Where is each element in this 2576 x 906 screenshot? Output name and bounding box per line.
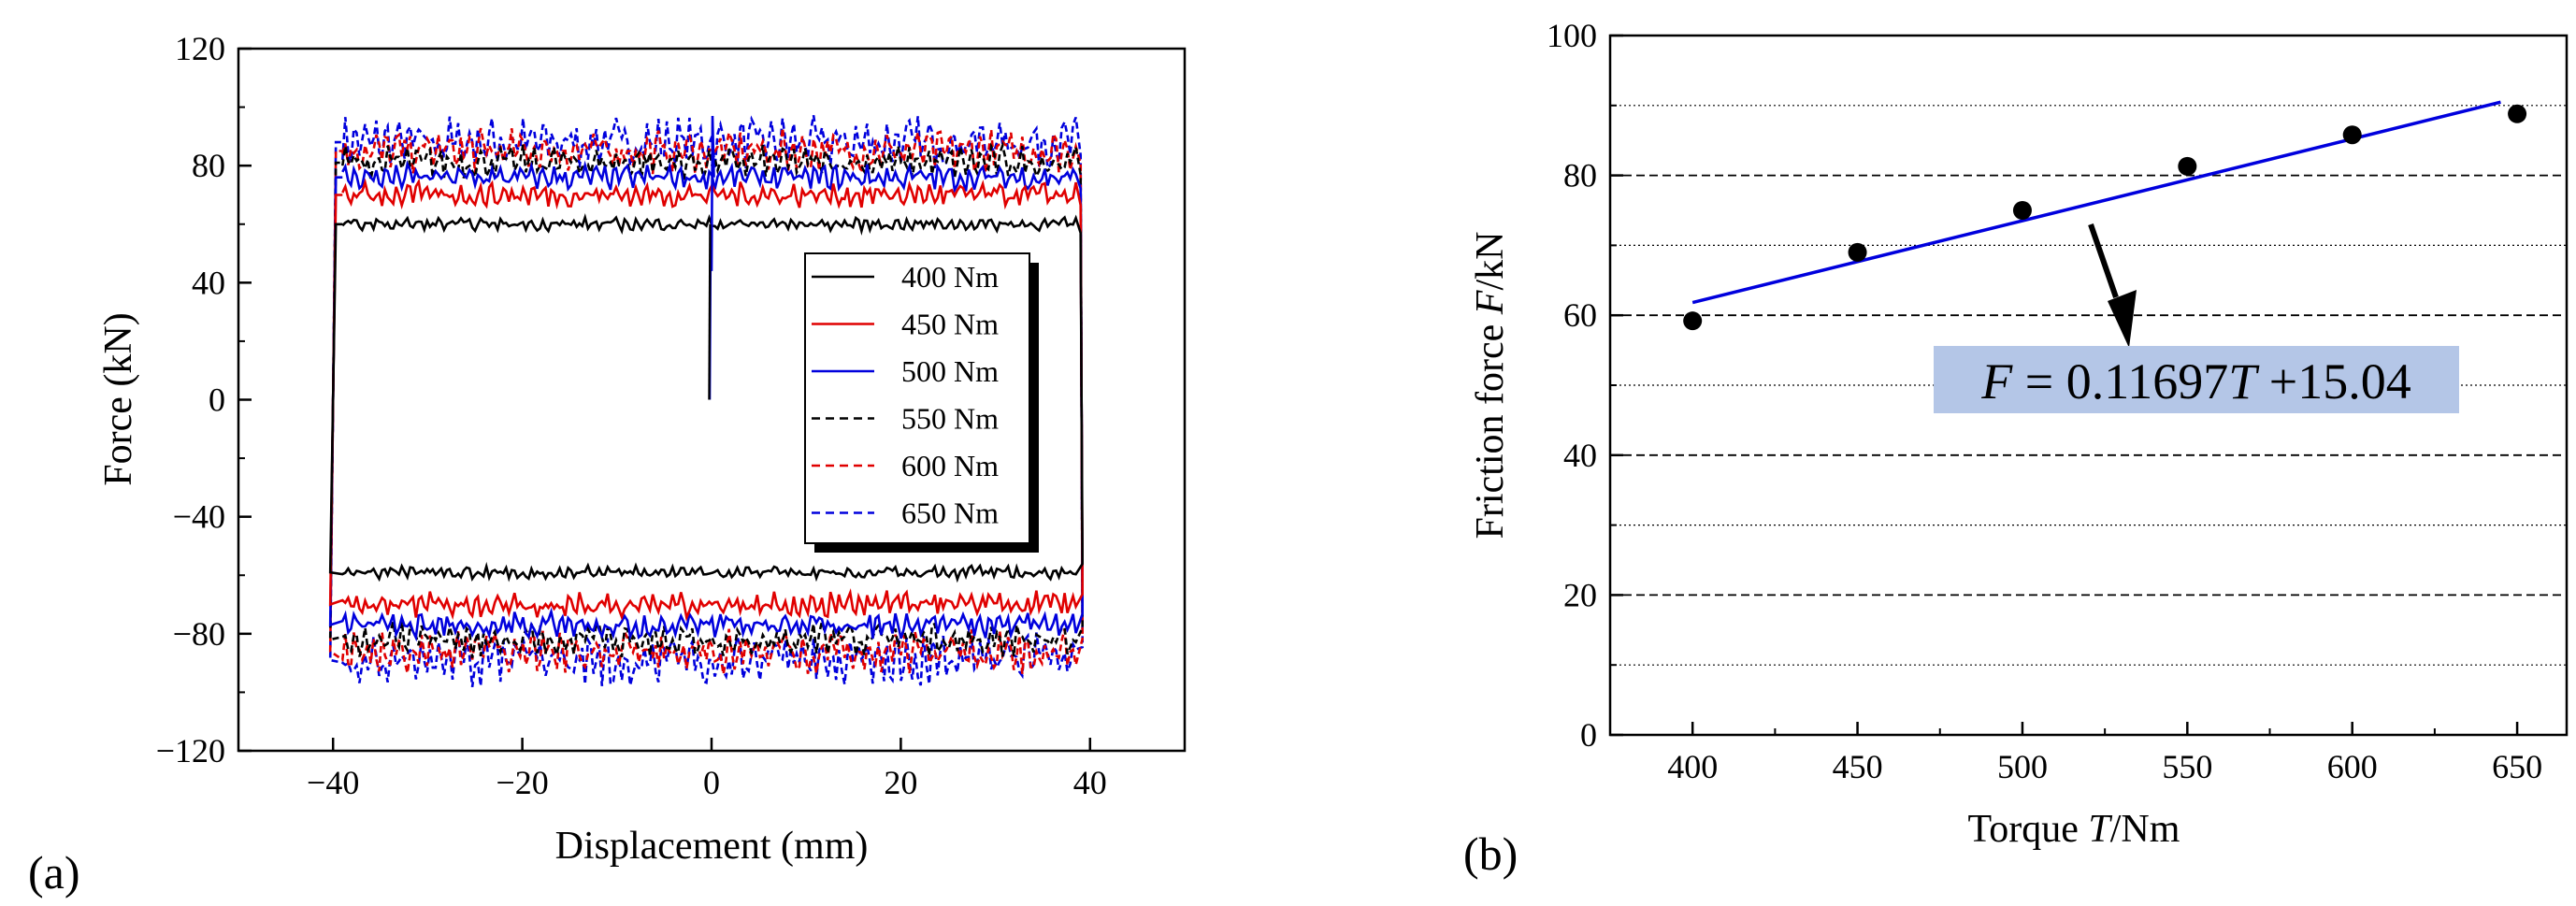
y-tick-label-b: 80 bbox=[1563, 157, 1597, 194]
panel-label-b: (b) bbox=[1463, 827, 1518, 880]
data-point bbox=[2178, 156, 2197, 176]
annotation-arrow bbox=[2088, 223, 2137, 348]
data-point bbox=[2508, 104, 2527, 123]
y-tick-label-b: 20 bbox=[1563, 576, 1597, 613]
legend-label: 650 Nm bbox=[901, 496, 999, 530]
y-tick-label-a: 0 bbox=[209, 381, 225, 419]
x-tick-label-a: 40 bbox=[1073, 764, 1107, 801]
panel-label-a: (a) bbox=[28, 846, 80, 899]
y-tick-label-a: 40 bbox=[192, 264, 225, 301]
hysteresis-series-group bbox=[328, 115, 1085, 687]
y-tick-label-a: 120 bbox=[175, 30, 225, 67]
legend-label: 400 Nm bbox=[901, 260, 999, 294]
y-tick-label-a: −40 bbox=[173, 498, 225, 536]
y-tick-label-b: 60 bbox=[1563, 296, 1597, 334]
legend-label: 450 Nm bbox=[901, 308, 999, 341]
y-tick-label-a: −80 bbox=[173, 615, 225, 653]
panel-b: 400 450 500 550 600 650 0 20 40 60 80 100 F = 0.116… bbox=[1463, 17, 2569, 880]
y-tick-label-b: 100 bbox=[1547, 17, 1597, 54]
y-tick-label-a: −120 bbox=[156, 732, 225, 769]
x-tick-label-b: 400 bbox=[1667, 748, 1718, 785]
fit-equation: F = 0.11697T +15.04 bbox=[1980, 353, 2411, 410]
data-point bbox=[1683, 311, 1703, 331]
x-tick-label-b: 450 bbox=[1833, 748, 1883, 785]
hysteresis-loop-600-nm bbox=[328, 127, 1085, 675]
legend-label: 550 Nm bbox=[901, 402, 999, 436]
data-points-b bbox=[1683, 104, 2527, 331]
x-tick-label-a: −40 bbox=[307, 764, 359, 801]
x-tick-label-b: 600 bbox=[2327, 748, 2378, 785]
y-axis-label-b: Friction force F/kN bbox=[1469, 232, 1512, 539]
x-tick-label-b: 550 bbox=[2162, 748, 2212, 785]
x-axis-label-a: Displacement (mm) bbox=[555, 825, 869, 868]
axis-ticks-b: 400 450 500 550 600 650 0 20 40 60 80 100 bbox=[1547, 17, 2542, 785]
legend-box bbox=[804, 252, 1030, 544]
hysteresis-loop-500-nm bbox=[328, 160, 1085, 642]
hysteresis-loop-450-nm bbox=[328, 178, 1085, 622]
hysteresis-loop-400-nm bbox=[328, 213, 1085, 583]
x-tick-label-a: 0 bbox=[703, 764, 720, 801]
x-tick-label-a: −20 bbox=[496, 764, 548, 801]
data-point bbox=[2012, 201, 2032, 220]
y-tick-label-a: 80 bbox=[192, 147, 225, 184]
data-point bbox=[2342, 125, 2362, 145]
fit-line bbox=[1691, 100, 2501, 305]
axis-ticks-a: −40 −20 0 20 40 −120 −80 −40 0 40 80 120 bbox=[156, 30, 1107, 801]
x-tick-label-b: 650 bbox=[2492, 748, 2542, 785]
legend-label: 600 Nm bbox=[901, 449, 999, 482]
equation-box bbox=[1934, 346, 2459, 413]
x-tick-label-b: 500 bbox=[1997, 748, 2048, 785]
x-tick-label-a: 20 bbox=[884, 764, 917, 801]
x-axis-label-b: Torque T/Nm bbox=[1968, 808, 2180, 851]
initial-loading-curve-black bbox=[708, 223, 712, 400]
y-tick-label-b: 40 bbox=[1563, 437, 1597, 474]
legend-a: 400 Nm 450 Nm 500 Nm 550 Nm 600 Nm 650 Nm bbox=[804, 252, 1039, 553]
y-axis-label-a: Force (kN) bbox=[97, 312, 140, 485]
hysteresis-loop-550-nm bbox=[328, 141, 1085, 660]
panel-a: −40 −20 0 20 40 −120 −80 −40 0 40 80 120 400 Nm 450 … bbox=[28, 30, 1187, 899]
data-point bbox=[1848, 242, 1867, 262]
y-tick-label-b: 0 bbox=[1580, 716, 1597, 754]
legend-label: 500 Nm bbox=[901, 354, 999, 388]
